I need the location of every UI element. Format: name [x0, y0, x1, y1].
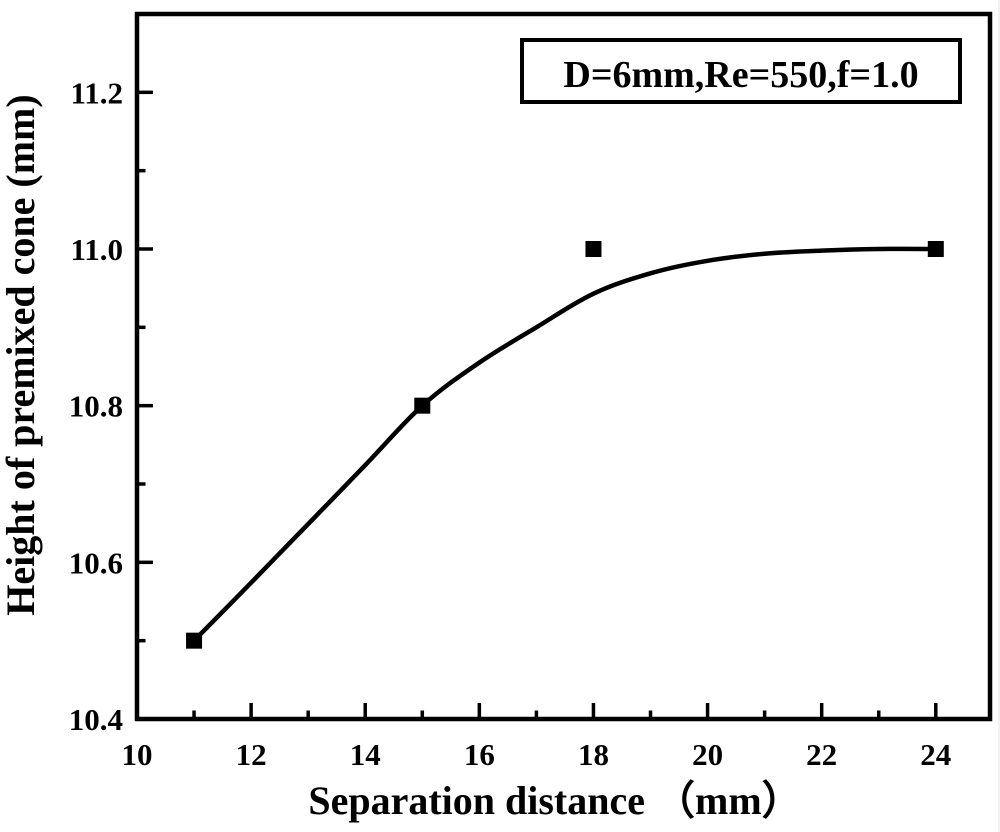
- data-point-marker: [414, 397, 431, 414]
- legend-label: D=6mm,Re=550,f=1.0: [563, 54, 918, 96]
- axis-ticks: [135, 90, 938, 721]
- data-point-marker: [585, 241, 602, 257]
- y-tick-label: 11.0: [70, 232, 123, 267]
- plot-frame: [134, 11, 993, 722]
- x-tick-label: 20: [692, 737, 723, 772]
- data-point-marker: [186, 632, 203, 649]
- fit-curve-line: [191, 246, 939, 643]
- x-axis-title: Separation distance （mm）: [308, 778, 801, 823]
- data-point-markers: [186, 241, 944, 649]
- legend-box: [520, 38, 962, 104]
- y-tick-label: 10.6: [69, 545, 123, 580]
- x-tick-label: 22: [806, 737, 837, 772]
- y-tick-label: 10.8: [69, 389, 123, 424]
- data-point-marker: [927, 241, 944, 257]
- x-tick-label: 24: [920, 737, 951, 772]
- x-tick-label: 16: [464, 737, 495, 772]
- y-axis-title: Height of premixed cone (mm): [0, 94, 43, 615]
- x-tick-label: 12: [236, 737, 267, 772]
- x-tick-label: 18: [578, 737, 609, 772]
- y-axis-tick-labels: 10.4 10.6 10.8 11.0 11.2: [69, 75, 123, 737]
- x-tick-label: 10: [122, 737, 153, 772]
- x-axis-tick-labels: 10 12 14 16 18 20 22 24: [122, 737, 952, 772]
- x-tick-label: 14: [350, 737, 381, 772]
- y-tick-label: 11.2: [70, 75, 123, 110]
- fit-curve-group: [191, 246, 939, 643]
- y-tick-label: 10.4: [69, 702, 123, 737]
